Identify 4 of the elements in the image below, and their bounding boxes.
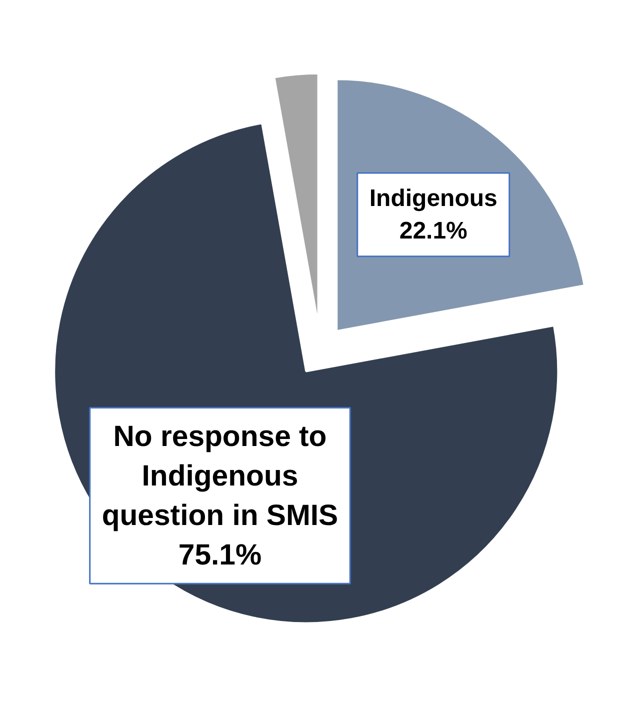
slice-label: No response to Indigenous question in SMIS (102, 420, 338, 532)
slice-label: Indigenous (369, 185, 498, 212)
data-label: 22.1% (399, 217, 468, 244)
data-label: 75.1% (178, 538, 262, 572)
